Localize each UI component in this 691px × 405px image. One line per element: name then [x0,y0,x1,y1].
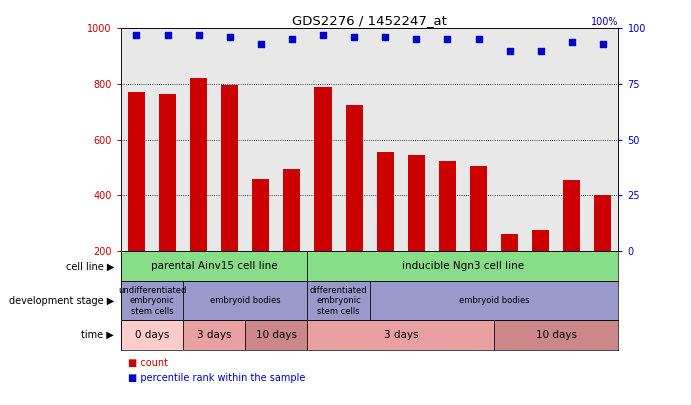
Point [504,47,515,54]
Text: 3 days: 3 days [197,330,231,340]
Bar [159,94,176,307]
Bar [370,281,618,320]
Point [410,36,422,43]
Text: time ▶: time ▶ [82,330,114,340]
Bar [183,281,307,320]
Point [224,34,235,40]
Bar [532,230,549,307]
Bar [439,161,456,307]
Text: embryoid bodies: embryoid bodies [459,296,529,305]
Bar [121,251,307,281]
Text: differentiated
embryonic
stem cells: differentiated embryonic stem cells [310,286,368,315]
Bar [307,251,618,281]
Point [349,34,360,40]
Point [535,47,546,54]
Point [162,32,173,38]
Bar [470,166,487,307]
Text: 10 days: 10 days [256,330,297,340]
Text: 0 days: 0 days [135,330,169,340]
Text: parental Ainv15 cell line: parental Ainv15 cell line [151,261,278,271]
Point [473,36,484,43]
Text: 10 days: 10 days [536,330,577,340]
Point [131,32,142,38]
Bar [377,152,394,307]
Text: development stage ▶: development stage ▶ [9,296,114,306]
Point [317,32,329,38]
Bar [307,281,370,320]
Bar [563,180,580,307]
Text: undifferentiated
embryonic
stem cells: undifferentiated embryonic stem cells [118,286,186,315]
Text: 100%: 100% [591,17,618,27]
Bar [307,320,494,350]
Bar [245,320,307,350]
Bar [408,155,425,307]
Bar [121,281,183,320]
Text: ■ count: ■ count [128,358,168,369]
Point [597,40,608,47]
Point [286,36,297,43]
Bar [183,320,245,350]
Bar [283,169,301,307]
Text: cell line ▶: cell line ▶ [66,261,114,271]
Bar [252,179,269,307]
Bar [221,85,238,307]
Bar [190,79,207,307]
Point [256,40,267,47]
Title: GDS2276 / 1452247_at: GDS2276 / 1452247_at [292,14,447,27]
Point [442,36,453,43]
Bar [594,195,612,307]
Text: embryoid bodies: embryoid bodies [210,296,281,305]
Bar [121,320,183,350]
Text: inducible Ngn3 cell line: inducible Ngn3 cell line [402,261,524,271]
Bar [314,87,332,307]
Point [193,32,205,38]
Point [380,34,391,40]
Bar [128,92,145,307]
Point [566,38,577,45]
Bar [501,234,518,307]
Text: ■ percentile rank within the sample: ■ percentile rank within the sample [128,373,305,383]
Text: 3 days: 3 days [384,330,418,340]
Bar [346,105,363,307]
Bar [494,320,618,350]
